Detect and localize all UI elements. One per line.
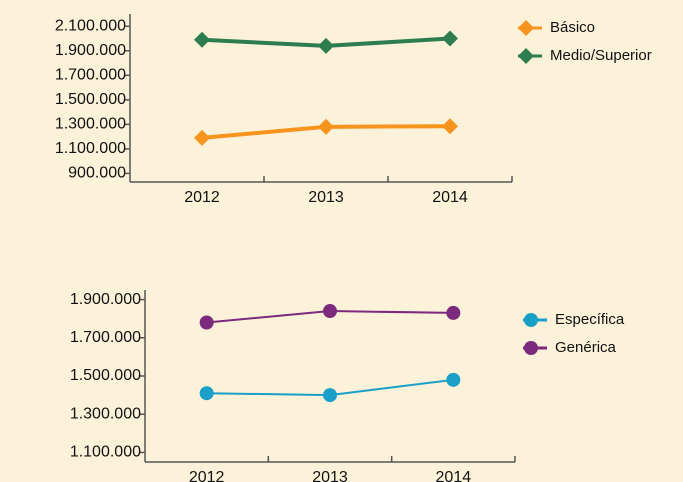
y-tick-label: 1.100.000 (70, 444, 141, 461)
y-tick-label: 1.300.000 (55, 116, 126, 133)
x-tick-label: 2013 (308, 189, 344, 206)
x-tick-label: 2014 (436, 469, 472, 482)
y-tick-label: 1.500.000 (55, 91, 126, 108)
y-tick-label: 1.700.000 (70, 329, 141, 346)
y-tick-label: 1.300.000 (70, 405, 141, 422)
legend-marker (518, 20, 534, 36)
legend-marker (518, 48, 534, 64)
legend-label: Genérica (555, 339, 617, 356)
y-tick-label: 2.100.000 (55, 17, 126, 34)
y-tick-label: 900.000 (68, 165, 126, 182)
data-point (323, 304, 337, 319)
data-point (446, 305, 461, 320)
x-tick-label: 2012 (184, 189, 220, 206)
legend-label: Medio/Superior (550, 47, 652, 64)
x-tick-label: 2013 (312, 469, 348, 482)
data-point (446, 372, 461, 387)
data-point (318, 118, 334, 135)
legend-label: Específica (555, 311, 625, 328)
data-point (199, 386, 214, 401)
y-tick-label: 1.900.000 (70, 291, 141, 308)
y-tick-label: 1.900.000 (55, 42, 126, 59)
legend-marker (524, 341, 538, 355)
data-point (199, 315, 214, 330)
x-tick-label: 2012 (189, 469, 225, 482)
legend-label: Básico (550, 19, 595, 36)
x-tick-label: 2014 (432, 189, 468, 206)
data-point (194, 129, 210, 146)
legend-marker (524, 313, 538, 327)
data-point (318, 37, 334, 54)
y-tick-label: 1.500.000 (70, 367, 141, 384)
y-tick-label: 1.100.000 (55, 140, 126, 157)
data-point (442, 118, 458, 135)
data-point (194, 31, 210, 48)
y-tick-label: 1.700.000 (55, 67, 126, 84)
data-point (442, 30, 458, 47)
data-point (323, 388, 337, 403)
